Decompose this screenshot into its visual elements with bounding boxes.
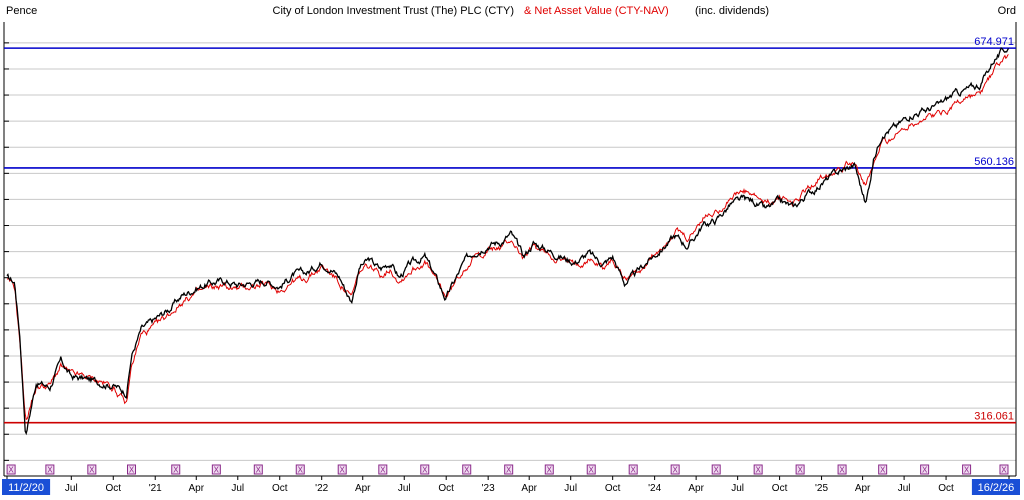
dividend-marker: X [295,464,305,475]
chart-title-nav: & Net Asset Value (CTY-NAV) [524,5,669,17]
dividend-marker: X [253,464,263,475]
x-tick-label: Apr [188,483,204,494]
svg-text:X: X [89,466,95,475]
x-tick-label: '22 [315,483,328,494]
dividend-marker: X [670,464,680,475]
x-tick-label: Jul [898,483,911,494]
x-tick-label: Jul [398,483,411,494]
dividend-marker: X [586,464,596,475]
dividend-marker: X [420,464,430,475]
svg-text:X: X [506,466,512,475]
dividend-marker: X [628,464,638,475]
x-tick-label: Oct [438,483,454,494]
dividend-marker: X [45,464,55,475]
x-tick-label: '25 [815,483,828,494]
dividend-marker: X [504,464,514,475]
svg-text:X: X [922,466,928,475]
svg-text:X: X [380,466,386,475]
x-tick-label: Apr [688,483,704,494]
svg-text:X: X [256,466,262,475]
series-layer [6,47,1010,436]
x-tick-label: Jul [65,483,78,494]
svg-text:X: X [340,466,346,475]
x-tick-label: Apr [355,483,371,494]
level-label: 316.061 [974,411,1014,423]
level-label: 674.971 [974,36,1014,48]
svg-text:X: X [964,466,970,475]
share-class-label: Ord [998,5,1016,17]
svg-text:X: X [755,466,761,475]
horizontal-levels: 674.971 560.136 316.061 [4,36,1016,424]
x-tick-label: Jul [564,483,577,494]
svg-text:X: X [8,466,14,475]
svg-text:X: X [880,466,886,475]
svg-text:X: X [214,466,220,475]
grid-lines [4,42,1016,461]
dividend-marker: X [378,464,388,475]
x-tick-label: Oct [938,483,954,494]
dividend-marker: X [837,464,847,475]
svg-text:X: X [672,466,678,475]
x-tick-label: Oct [272,483,288,494]
series-line-cty [6,47,1010,436]
dividend-marker: X [878,464,888,475]
svg-text:X: X [631,466,637,475]
x-tick-label: Apr [855,483,871,494]
x-tick-label: '24 [648,483,661,494]
svg-text:X: X [298,466,304,475]
dividend-marker: X [711,464,721,475]
dividend-marker: X [753,464,763,475]
dividend-marker: X [920,464,930,475]
svg-text:X: X [464,466,470,475]
x-tick-label: Jul [231,483,244,494]
x-date-highlight [971,479,1020,495]
svg-text:X: X [422,466,428,475]
dividend-marker: X [171,464,181,475]
x-date-highlight [2,479,51,495]
svg-text:X: X [547,466,553,475]
dividend-marker: X [462,464,472,475]
chart-title: City of London Investment Trust (The) PL… [273,5,514,17]
svg-text:X: X [1001,466,1007,475]
svg-text:X: X [129,466,135,475]
dividend-marker: X [795,464,805,475]
x-tick-label: Apr [521,483,537,494]
level-label: 560.136 [974,156,1014,168]
x-tick-label: '21 [149,483,162,494]
svg-text:X: X [797,466,803,475]
svg-text:X: X [47,466,53,475]
dividend-marker: X [999,464,1009,475]
x-tick-label: Oct [772,483,788,494]
svg-text:X: X [714,466,720,475]
svg-text:X: X [589,466,595,475]
x-tick-label: '23 [482,483,495,494]
x-tick-label: Jul [731,483,744,494]
dividend-marker: X [87,464,97,475]
svg-text:X: X [173,466,179,475]
x-tick-label: Oct [105,483,121,494]
x-tick-label: 16/2/26 [978,482,1015,494]
svg-text:X: X [839,466,845,475]
dividend-marker: X [337,464,347,475]
x-tick-label: 11/2/20 [8,482,44,494]
dividend-marker: X [6,464,16,475]
dividend-marker: X [127,464,137,475]
x-axis-ticks: 11/2/20 Jul Oct '21 Apr Jul Oct '22 Apr Jul Oct '23… [2,476,1020,495]
dividend-marker: X [962,464,972,475]
y-axis-unit-label: Pence [6,5,37,17]
dividend-marker: X [211,464,221,475]
chart-title-suffix: (inc. dividends) [695,5,769,17]
dividend-marker: X [544,464,554,475]
x-tick-label: Oct [605,483,621,494]
